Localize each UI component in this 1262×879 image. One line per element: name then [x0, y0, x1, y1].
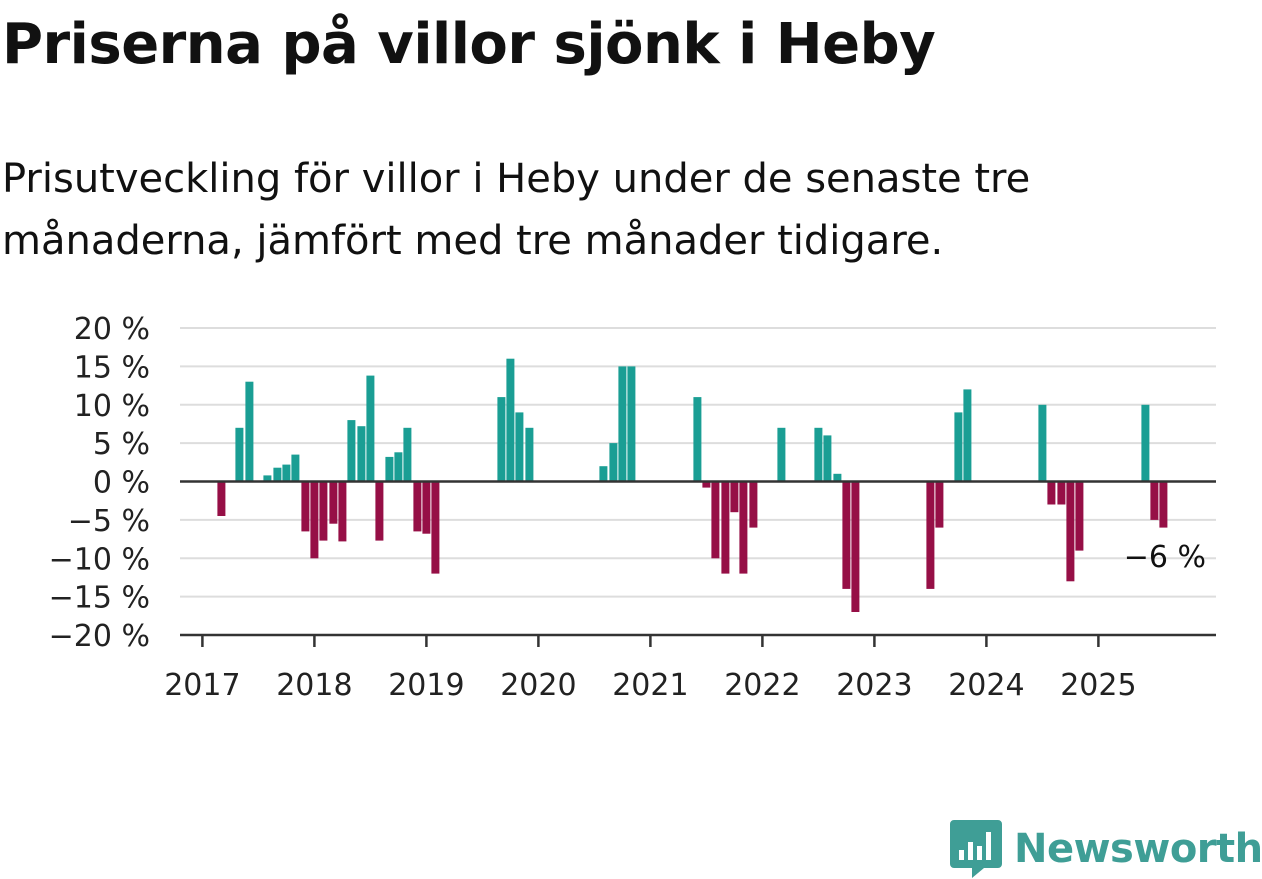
bar — [963, 389, 972, 482]
bar — [282, 464, 291, 482]
y-tick-label: 10 % — [74, 389, 150, 424]
bar — [1038, 404, 1047, 482]
bar — [413, 481, 422, 532]
bar — [245, 381, 254, 482]
bar — [329, 481, 338, 524]
x-tick-label: 2025 — [1060, 668, 1136, 700]
bar — [833, 473, 842, 482]
y-tick-label: 5 % — [93, 427, 150, 462]
bar — [777, 427, 786, 482]
bar — [319, 481, 328, 541]
bar — [291, 454, 300, 482]
bar — [926, 481, 935, 589]
bar — [1047, 481, 1056, 505]
y-tick-label: 0 % — [93, 466, 150, 501]
bar — [1075, 481, 1084, 551]
bar — [431, 481, 440, 574]
bar — [814, 427, 823, 482]
bar — [235, 427, 244, 482]
bar — [1057, 481, 1066, 505]
bar — [599, 466, 608, 482]
bar — [1159, 481, 1168, 528]
bar — [263, 475, 272, 482]
bar — [366, 375, 375, 482]
bar — [693, 397, 702, 482]
bar — [1066, 481, 1075, 582]
bar — [394, 452, 403, 482]
bar — [357, 426, 366, 482]
x-tick-label: 2021 — [612, 668, 688, 700]
bar — [403, 427, 412, 482]
x-tick-label: 2023 — [836, 668, 912, 700]
bar — [497, 397, 506, 482]
y-tick-label: 20 % — [74, 312, 150, 347]
bar — [1141, 404, 1150, 482]
bar — [525, 427, 534, 482]
bar — [627, 366, 636, 482]
bar — [702, 481, 711, 488]
bar — [609, 443, 618, 482]
y-tick-label: −10 % — [49, 542, 150, 577]
chart-subtitle: Prisutveckling för villor i Heby under d… — [2, 156, 1031, 264]
x-tick-label: 2019 — [388, 668, 464, 700]
bar — [338, 481, 347, 542]
bar — [935, 481, 944, 528]
bar — [730, 481, 739, 513]
bar — [273, 467, 282, 482]
y-tick-label: −20 % — [49, 619, 150, 654]
chart-title: Priserna på villor sjönk i Heby — [2, 12, 936, 77]
x-tick-label: 2018 — [276, 668, 352, 700]
bar — [711, 481, 720, 559]
bar — [375, 481, 384, 541]
x-tick-label: 2017 — [164, 668, 240, 700]
bar — [721, 481, 730, 574]
x-axis-labels: 2017 2018 2019 2020 2021 2022 2023 2024 2025 — [164, 668, 1136, 700]
bar — [310, 481, 319, 559]
y-tick-label: 15 % — [74, 350, 150, 385]
bar — [842, 481, 851, 589]
x-tick-label: 2022 — [724, 668, 800, 700]
axes — [180, 480, 1216, 647]
end-value-label: −6 % — [1124, 540, 1206, 575]
x-tick-label: 2020 — [500, 668, 576, 700]
bar — [301, 481, 310, 532]
bar — [1150, 481, 1159, 520]
y-tick-label: −5 % — [68, 504, 150, 539]
bars — [217, 358, 1168, 612]
brand-name: Newsworthy — [1014, 826, 1262, 872]
bar — [422, 481, 431, 534]
bar — [217, 481, 226, 516]
y-axis-labels: 20 %15 % 10 %5 % 0 %−5 %−10 % −15 %−20 % — [49, 312, 150, 654]
y-tick-label: −15 % — [49, 581, 150, 616]
bar — [739, 481, 748, 574]
bar — [618, 366, 627, 482]
bar — [954, 412, 963, 482]
newsworthy-logo: Newsworthy — [950, 820, 1262, 878]
bar — [823, 435, 832, 482]
bar — [506, 358, 515, 482]
newsworthy-bar-chart-icon — [950, 820, 1002, 878]
bar — [749, 481, 758, 528]
bar-chart: 20 %15 % 10 %5 % 0 %−5 %−10 % −15 %−20 % 20… — [49, 312, 1216, 700]
bar — [385, 456, 394, 482]
bar — [515, 412, 524, 482]
bar — [347, 420, 356, 482]
bar — [851, 481, 860, 612]
x-tick-label: 2024 — [948, 668, 1024, 700]
